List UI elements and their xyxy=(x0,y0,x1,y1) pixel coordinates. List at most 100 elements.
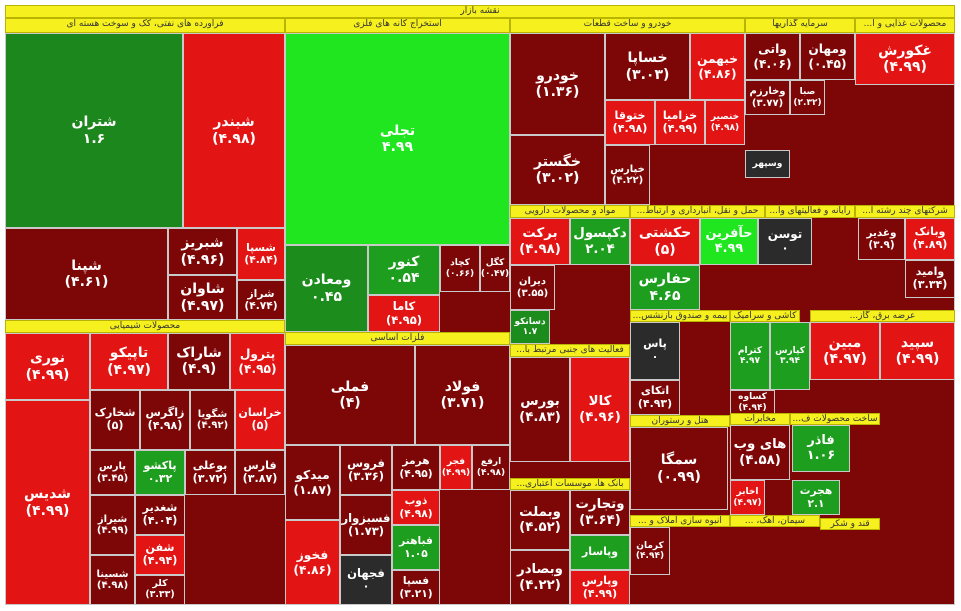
stock-symbol: فباهنر xyxy=(399,534,433,548)
stock-symbol: کالا xyxy=(588,394,612,410)
stock-symbol: کاما xyxy=(392,299,416,314)
stock-change: (۴.۵۸) xyxy=(739,452,781,468)
stock-symbol: وبانک xyxy=(914,225,946,239)
stock-symbol: خراسان xyxy=(238,406,282,420)
stock-tile: وتجارت (۳.۶۴) xyxy=(570,490,630,535)
stock-tile: وپارس (۴.۹۹) xyxy=(570,570,630,605)
stock-change: (۴.۹۷) xyxy=(107,361,151,378)
stock-tile: هجرت ۲.۱ xyxy=(792,480,840,515)
map-title: نقشه بازار xyxy=(5,5,955,18)
stock-tile: وغدیر (۳.۹) xyxy=(858,218,905,260)
stock-tile: دکپسول ۲.۰۴ xyxy=(570,218,630,265)
sector-header: کاشی و سرامیک xyxy=(730,310,800,322)
stock-tile: بوعلی (۳.۷۲) xyxy=(185,450,235,495)
stock-symbol: صبا xyxy=(799,87,816,98)
stock-tile: فملی (۴) xyxy=(285,345,415,445)
stock-tile: فسبزوار (۱.۷۳) xyxy=(340,495,392,555)
stock-tile: شدیس (۴.۹۹) xyxy=(5,400,90,605)
stock-change: (۴.۹۵) xyxy=(238,361,277,376)
stock-symbol: پارس xyxy=(98,461,127,472)
stock-change: (۴.۹۴) xyxy=(635,551,665,561)
stock-change: (۳.۷۷) xyxy=(751,97,784,109)
stock-tile: تاپیکو (۴.۹۷) xyxy=(90,333,168,390)
stock-symbol: کلر xyxy=(152,578,168,590)
stock-change: (۴.۲۲) xyxy=(519,577,561,593)
stock-change: (۴.۹۷) xyxy=(180,297,225,314)
stock-change: (۳.۲۱) xyxy=(399,586,433,600)
stock-tile: هرمز (۴.۹۵) xyxy=(392,445,440,490)
stock-change: (۳.۳۴) xyxy=(912,278,948,291)
stock-change: ۲.۰۴ xyxy=(585,241,615,257)
stock-change: (۴.۹۳) xyxy=(637,396,673,410)
stock-tile: وبملت (۴.۵۲) xyxy=(510,490,570,550)
stock-change: (۴.۰۴) xyxy=(142,514,178,527)
stock-symbol: ومعادن xyxy=(301,272,352,289)
stock-tile: پترول (۴.۹۵) xyxy=(230,333,285,390)
stock-tile: حفارس ۴.۶۵ xyxy=(630,265,700,310)
stock-change: (۳.۹) xyxy=(868,239,895,251)
stock-change: (۳.۸۷) xyxy=(242,471,278,485)
stock-tile: اتکای (۴.۹۳) xyxy=(630,380,680,415)
stock-symbol: میدکو xyxy=(295,468,330,483)
stock-tile: سپید (۴.۹۹) xyxy=(880,322,955,380)
stock-symbol: اتکای xyxy=(640,383,670,397)
stock-symbol: های وب xyxy=(733,437,787,453)
stock-symbol: سمگا xyxy=(660,452,698,469)
stock-tile: شغدیر (۴.۰۴) xyxy=(135,495,185,535)
stock-symbol: تجلی xyxy=(379,122,416,139)
stock-change: (۴.۹۶) xyxy=(579,409,621,425)
stock-symbol: پاکشو xyxy=(143,458,177,472)
sector-header: مخابرات xyxy=(730,413,790,425)
stock-tile: شیراز (۴.۹۹) xyxy=(90,495,135,555)
stock-change: (۴.۹۸) xyxy=(476,467,506,478)
stock-change: (۴.۹۷) xyxy=(733,497,762,508)
stock-symbol: شیراز xyxy=(97,513,128,525)
stock-change: (۴.۰۶) xyxy=(753,56,792,71)
stock-tile: توسن ۰ xyxy=(758,218,812,265)
stock-change: (۴.۹۹) xyxy=(662,121,698,135)
stock-tile: خزامیا (۴.۹۹) xyxy=(655,100,705,145)
stock-change: (۴.۹۹) xyxy=(582,586,618,600)
stock-change: ۴.۹۹ xyxy=(714,240,744,256)
stock-tile: حآفرین ۴.۹۹ xyxy=(700,218,758,265)
sector-header: بانک ها، موسسات اعتباری... xyxy=(510,478,630,490)
stock-tile: شگویا (۴.۹۲) xyxy=(190,390,235,450)
stock-symbol: شخارک xyxy=(94,406,136,420)
stock-symbol: زاگرس xyxy=(145,406,185,420)
stock-symbol: وبملت xyxy=(519,504,561,520)
stock-tile: خبهمن (۴.۸۶) xyxy=(690,33,745,100)
sector-header: محصولات شیمیایی xyxy=(5,320,285,333)
stock-tile: کترام ۴.۹۷ xyxy=(730,322,770,390)
stock-change: ۰.۵۴ xyxy=(388,270,420,286)
stock-tile: خنصیر (۴.۹۸) xyxy=(705,100,745,145)
stock-tile: وامید (۳.۳۴) xyxy=(905,260,955,298)
stock-symbol: تاپیکو xyxy=(109,345,149,362)
stock-change: (۲.۳۲) xyxy=(793,97,822,108)
stock-symbol: خزامیا xyxy=(662,108,698,122)
stock-symbol: شگویا xyxy=(197,408,228,420)
stock-tile: خودرو (۱.۳۶) xyxy=(510,33,605,135)
stock-change: (۴.۹۵) xyxy=(385,312,423,327)
sector-header: استخراج کانه های فلزی xyxy=(285,18,510,33)
stock-change: (۴) xyxy=(339,395,361,411)
stock-tile: واتی (۴.۰۶) xyxy=(745,33,800,80)
stock-change: ۲.۱ xyxy=(807,496,825,510)
stock-tile: فجر (۴.۹۹) xyxy=(440,445,472,490)
stock-change: (۴.۸۹) xyxy=(912,238,948,251)
stock-change: ۰.۴۵ xyxy=(311,288,342,305)
stock-symbol: شسینا xyxy=(96,568,129,580)
stock-change: (۳.۶۴) xyxy=(579,512,621,528)
stock-change: (۴.۹) xyxy=(181,360,217,377)
stock-tile: ومهان (۰.۴۵) xyxy=(800,33,855,80)
sector-header: محصولات غذایی و آ... xyxy=(855,18,955,33)
stock-tile: ذوب (۴.۹۸) xyxy=(392,490,440,525)
sector-header: هتل و رستوران xyxy=(630,415,730,427)
stock-change: (۳.۵۵) xyxy=(516,287,549,299)
stock-tile: وسپهر xyxy=(745,150,790,178)
stock-change: (۴.۹۹) xyxy=(25,502,70,519)
sector-header: عرضه برق، گاز... xyxy=(810,310,955,322)
stock-tile: وبصادر (۴.۲۲) xyxy=(510,550,570,605)
stock-tile: مبین (۴.۹۷) xyxy=(810,322,880,380)
stock-tile: خپارس (۴.۲۲) xyxy=(605,145,650,205)
stock-symbol: فملی xyxy=(330,378,370,395)
